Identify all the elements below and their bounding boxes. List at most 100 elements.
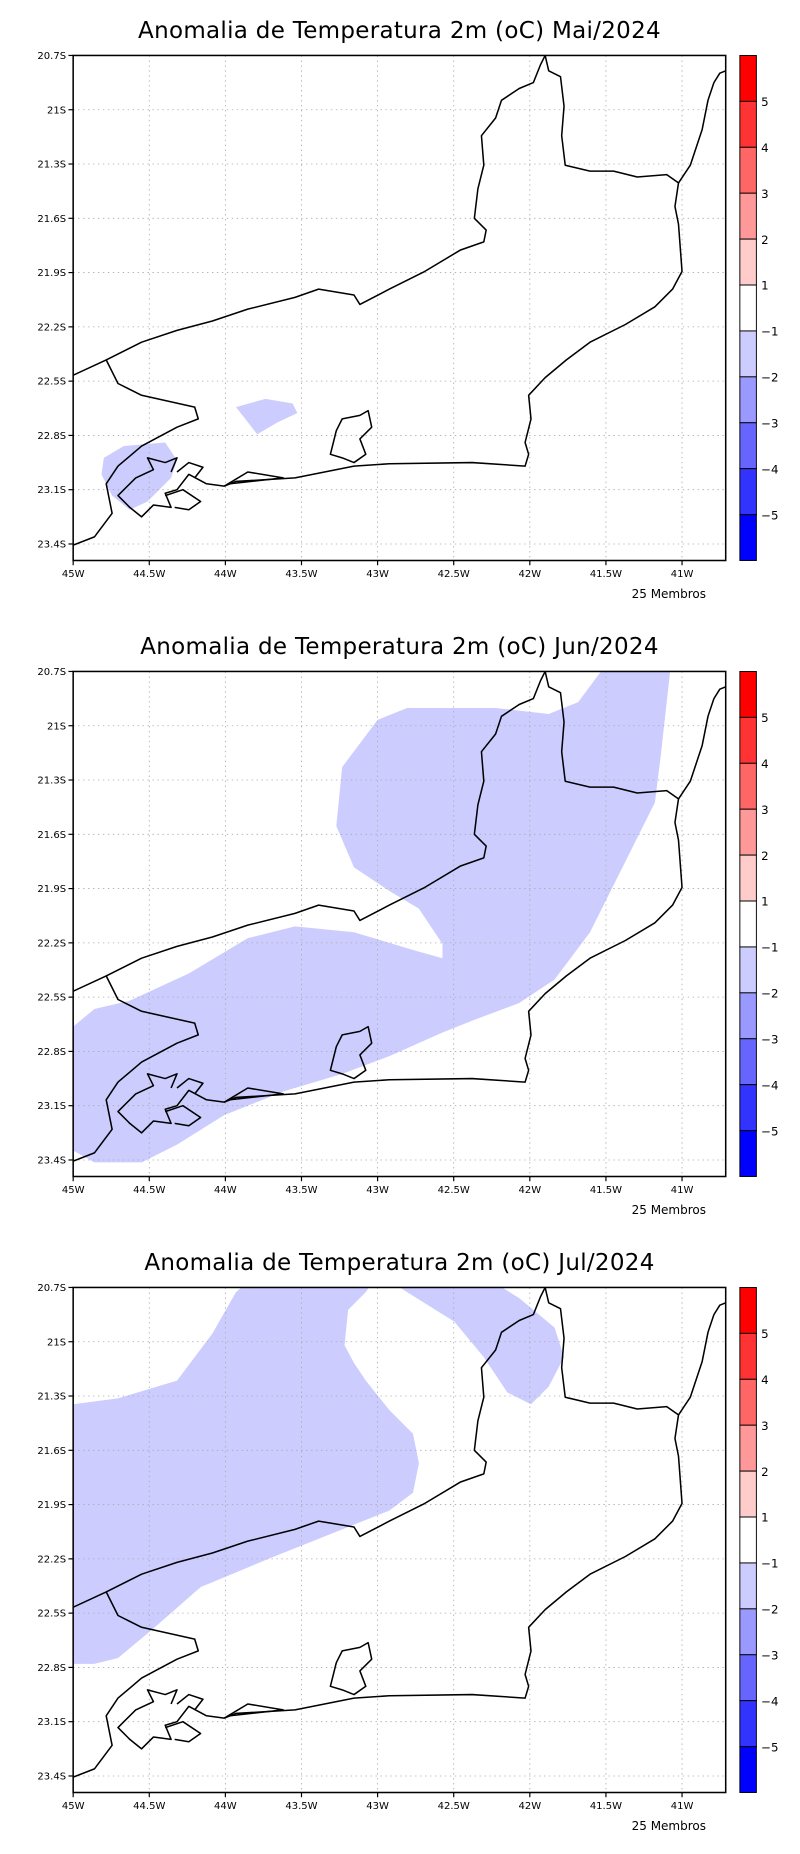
temperature-anomaly-area (73, 671, 671, 1163)
colorbar-swatch (739, 284, 757, 332)
colorbar-label: 2 (761, 1465, 769, 1479)
colorbar-swatch (739, 1516, 757, 1564)
map-panel-jun: 20.7S 21S 21.3S 21.6S 21.9S 22.2S 22.5S 22.8S 23… (0, 616, 800, 1234)
colorbar-swatch (739, 192, 757, 240)
colorbar-label: 3 (761, 803, 769, 817)
colorbar-label: 1 (761, 1511, 769, 1525)
lon-tick-label: 45W (62, 569, 85, 580)
lat-tick-label: 23.4S (37, 540, 66, 551)
lon-tick-label: 44.5W (133, 1185, 165, 1196)
ensemble-members-label: 25 Membros (631, 1203, 706, 1217)
lat-tick-label: 21.3S (37, 776, 66, 787)
colorbar-swatch (739, 1378, 757, 1426)
map-panel-jul: 20.7S 21S 21.3S 21.6S 21.9S 22.2S 22.5S 22.8S 23… (0, 1232, 800, 1850)
map-title: Anomalia de Temperatura 2m (oC) Mai/2024 (138, 18, 661, 44)
colorbar-label: −1 (761, 325, 778, 339)
colorbar-label: 2 (761, 233, 769, 247)
map-svg: 20.7S21S21.3S21.6S21.9S22.2S22.5S22.8S23… (37, 667, 778, 1196)
colorbar-label: 4 (761, 141, 769, 155)
lon-tick-label: 43W (366, 569, 389, 580)
lat-tick-label: 21.3S (37, 160, 66, 171)
colorbar-swatch (739, 514, 757, 561)
lat-tick-label: 23.1S (37, 1717, 66, 1728)
colorbar-label: −4 (761, 1694, 778, 1708)
colorbar-label: 4 (761, 1373, 769, 1387)
colorbar-swatch (739, 1332, 757, 1380)
colorbar-label: 4 (761, 757, 769, 771)
colorbar-swatch (739, 330, 757, 378)
lon-tick-label: 41W (671, 569, 694, 580)
lat-tick-label: 21.9S (37, 884, 66, 895)
lon-tick-label: 41W (671, 1185, 694, 1196)
lat-tick-label: 21.9S (37, 268, 66, 279)
lat-tick-label: 23.4S (37, 1772, 66, 1783)
lon-tick-label: 42.5W (438, 1185, 470, 1196)
lat-tick-label: 22.2S (37, 1554, 66, 1565)
lat-tick-label: 21.6S (37, 1446, 66, 1457)
lat-tick-label: 21S (47, 721, 66, 732)
colorbar-swatch (739, 854, 757, 902)
colorbar-swatch (739, 946, 757, 994)
lat-tick-label: 22.5S (37, 377, 66, 388)
lat-tick-label: 23.4S (37, 1156, 66, 1167)
colorbar-label: −1 (761, 941, 778, 955)
colorbar-label: 5 (761, 711, 769, 725)
colorbar-label: 5 (761, 1327, 769, 1341)
lon-tick-label: 43.5W (285, 1801, 317, 1812)
colorbar-swatch (739, 762, 757, 810)
lat-tick-label: 21S (47, 1337, 66, 1348)
colorbar-label: −5 (761, 1124, 778, 1138)
colorbar-swatch (739, 808, 757, 856)
lat-tick-label: 21S (47, 105, 66, 116)
lat-tick-label: 21.3S (37, 1392, 66, 1403)
lat-tick-label: 22.8S (37, 431, 66, 442)
colorbar-swatch (739, 238, 757, 286)
colorbar-swatch (739, 1470, 757, 1518)
lat-tick-label: 20.7S (37, 1283, 66, 1294)
map-svg: 20.7S21S21.3S21.6S21.9S22.2S22.5S22.8S23… (37, 1283, 778, 1812)
colorbar-label: −3 (761, 416, 778, 430)
lon-tick-label: 41W (671, 1801, 694, 1812)
colorbar-swatch (739, 1562, 757, 1610)
colorbar-swatch (739, 1608, 757, 1656)
map-title: Anomalia de Temperatura 2m (oC) Jun/2024 (140, 634, 659, 660)
map-title: Anomalia de Temperatura 2m (oC) Jul/2024 (144, 1250, 655, 1276)
lon-tick-label: 42.5W (438, 1801, 470, 1812)
lon-tick-label: 43W (366, 1185, 389, 1196)
colorbar-swatch (739, 992, 757, 1040)
lon-tick-label: 44.5W (133, 569, 165, 580)
colorbar-label: −3 (761, 1032, 778, 1046)
coastline-borders (73, 55, 726, 546)
lat-tick-label: 22.8S (37, 1047, 66, 1058)
lat-tick-label: 20.7S (37, 51, 66, 62)
colorbar-label: −2 (761, 371, 778, 385)
lon-tick-label: 41.5W (590, 1801, 622, 1812)
lon-tick-label: 44W (214, 1185, 237, 1196)
colorbar-swatch (739, 1654, 757, 1702)
colorbar-swatch (739, 468, 757, 516)
lon-tick-label: 45W (62, 1801, 85, 1812)
colorbar-swatch (739, 376, 757, 424)
colorbar-swatch (739, 670, 757, 718)
colorbar-label: −5 (761, 508, 778, 522)
lat-tick-label: 22.5S (37, 1609, 66, 1620)
temperature-anomaly-area (73, 1287, 565, 1664)
colorbar-label: −4 (761, 1078, 778, 1092)
lon-tick-label: 44W (214, 569, 237, 580)
lat-tick-label: 22.5S (37, 993, 66, 1004)
colorbar-swatch (739, 54, 757, 102)
colorbar-label: 2 (761, 849, 769, 863)
temperature-anomaly-area (236, 398, 298, 435)
lat-tick-label: 23.1S (37, 485, 66, 496)
colorbar-swatch (739, 1084, 757, 1132)
colorbar-label: 3 (761, 187, 769, 201)
colorbar-label: −3 (761, 1648, 778, 1662)
colorbar-label: 1 (761, 895, 769, 909)
lon-tick-label: 41.5W (590, 1185, 622, 1196)
colorbar-label: 3 (761, 1419, 769, 1433)
colorbar-swatch (739, 100, 757, 148)
colorbar-swatch (739, 1424, 757, 1472)
colorbar-label: −1 (761, 1557, 778, 1571)
lon-tick-label: 43W (366, 1801, 389, 1812)
lon-tick-label: 42W (518, 1801, 541, 1812)
